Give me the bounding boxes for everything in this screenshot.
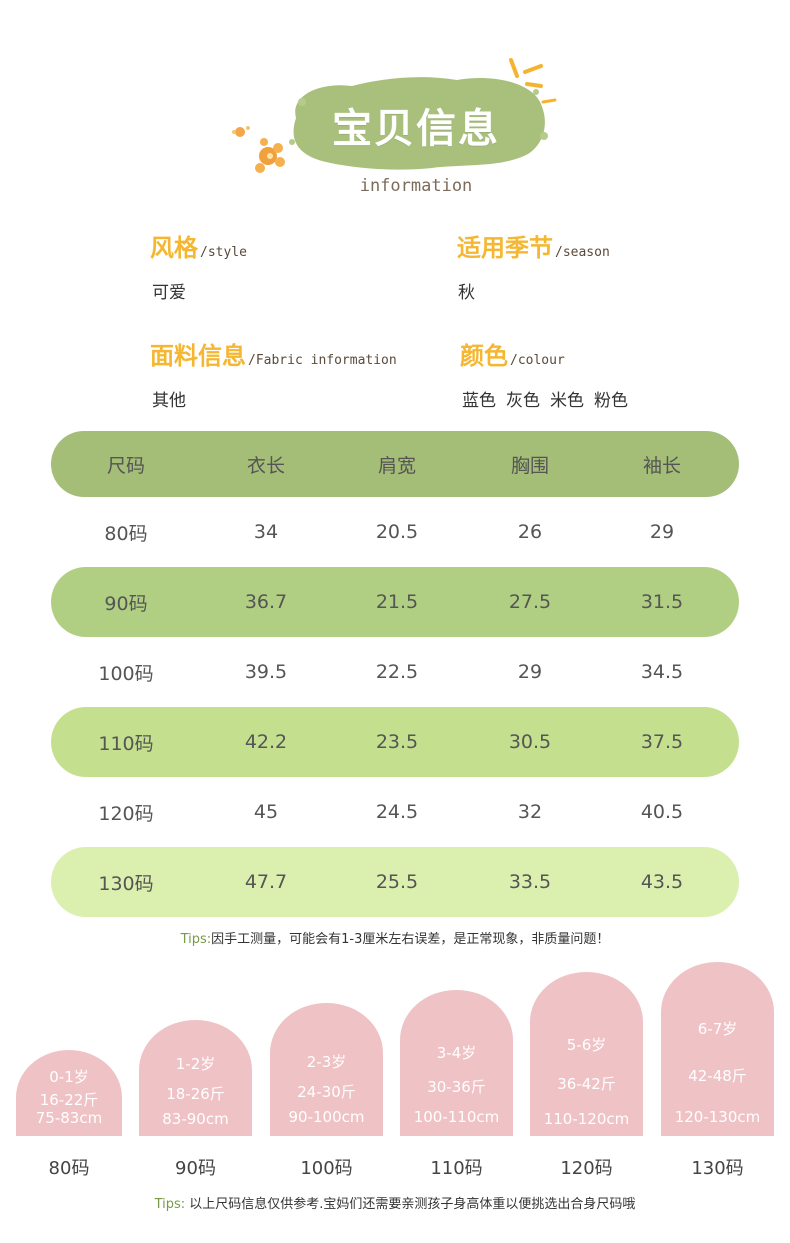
card-height: 90-100cm	[288, 1108, 365, 1126]
tip-text: 以上尺码信息仅供参考.宝妈们还需要亲测孩子身高体重以便挑选出合身尺码哦	[189, 1197, 636, 1212]
table-row: 110码 42.2 23.5 30.5 37.5	[51, 707, 739, 777]
card-size-label: 90码	[175, 1158, 216, 1179]
card-weight: 24-30斤	[297, 1083, 356, 1101]
cell-shoulder: 23.5	[375, 731, 419, 753]
table-row: 80码 34 20.5 26 29	[51, 497, 739, 567]
season-value: 秋	[458, 283, 475, 303]
header-sleeve: 袖长	[642, 454, 681, 477]
age-card: 5-6岁 36-42斤 110-120cm	[530, 972, 643, 1136]
card-weight: 42-48斤	[688, 1067, 747, 1085]
size-table: 尺码 衣长 肩宽 胸围 袖长 80码 34 20.5 26 29 90码 36.…	[51, 431, 739, 917]
card-height: 100-110cm	[413, 1108, 500, 1126]
cell-shoulder: 22.5	[375, 661, 419, 683]
card-height: 120-130cm	[674, 1108, 761, 1126]
cell-size: 90码	[104, 592, 148, 615]
cell-sleeve: 37.5	[640, 731, 684, 753]
cell-sleeve: 43.5	[640, 871, 684, 893]
season-label: 适用季节/season	[457, 234, 610, 262]
colour-option: 灰色	[506, 391, 540, 411]
card-size-label: 120码	[560, 1158, 613, 1179]
cell-size: 130码	[98, 872, 154, 895]
card-weight: 16-22斤	[39, 1091, 99, 1109]
age-card: 3-4岁 30-36斤 100-110cm	[400, 990, 513, 1136]
colour-option: 蓝色	[462, 391, 496, 411]
page-title: 宝贝信息	[332, 106, 500, 152]
header-shoulder: 肩宽	[377, 454, 416, 477]
age-card: 2-3岁 24-30斤 90-100cm	[270, 1003, 383, 1136]
colour-values: 蓝色 灰色 米色 粉色	[462, 386, 638, 411]
table-row: 120码 45 24.5 32 40.5	[51, 777, 739, 847]
fabric-label: 面料信息/Fabric information	[150, 342, 397, 370]
cell-chest: 32	[517, 801, 543, 823]
cell-length: 42.2	[244, 731, 288, 753]
cell-chest: 29	[517, 661, 543, 683]
cell-length: 47.7	[244, 871, 288, 893]
size-reference-tip: Tips: 以上尺码信息仅供参考.宝妈们还需要亲测孩子身高体重以便挑选出合身尺码…	[0, 1193, 790, 1212]
title-brush-blob	[289, 77, 548, 170]
cell-shoulder: 20.5	[375, 521, 419, 543]
card-weight: 18-26斤	[166, 1085, 225, 1103]
cell-length: 36.7	[244, 591, 288, 613]
cell-sleeve: 29	[649, 521, 675, 543]
card-age: 6-7岁	[697, 1020, 738, 1038]
table-header-row: 尺码 衣长 肩宽 胸围 袖长	[51, 431, 739, 497]
cell-size: 110码	[98, 732, 154, 755]
tip-prefix: Tips:	[154, 1197, 186, 1212]
header-chest: 胸围	[510, 454, 549, 477]
tip-prefix: Tips:	[180, 932, 212, 947]
cell-shoulder: 24.5	[375, 801, 419, 823]
sparkle-icon	[509, 58, 557, 104]
colour-option: 米色	[550, 391, 584, 411]
age-card: 6-7岁 42-48斤 120-130cm	[661, 962, 774, 1136]
card-age: 0-1岁	[49, 1068, 89, 1086]
age-card: 1-2岁 18-26斤 83-90cm	[139, 1020, 252, 1136]
tip-text: 因手工测量，可能会有1-3厘米左右误差，是正常现象，非质量问题！	[211, 932, 610, 947]
table-row: 90码 36.7 21.5 27.5 31.5	[51, 567, 739, 637]
card-size-label: 80码	[48, 1158, 90, 1179]
card-age: 1-2岁	[175, 1055, 216, 1073]
cell-chest: 26	[517, 521, 543, 543]
cell-chest: 27.5	[508, 591, 552, 613]
colour-option: 粉色	[594, 391, 628, 411]
header-length: 衣长	[246, 454, 285, 477]
card-age: 3-4岁	[436, 1044, 477, 1062]
cell-sleeve: 34.5	[640, 661, 684, 683]
page-subtitle: information	[359, 176, 473, 196]
card-weight: 36-42斤	[557, 1075, 616, 1093]
cell-chest: 33.5	[508, 871, 552, 893]
cell-size: 100码	[98, 662, 154, 685]
flower-icon	[232, 126, 285, 173]
style-label: 风格/style	[150, 234, 247, 262]
cell-length: 34	[253, 521, 279, 543]
header-size: 尺码	[106, 454, 145, 477]
card-height: 83-90cm	[162, 1110, 229, 1128]
fabric-value: 其他	[152, 391, 186, 411]
table-row: 100码 39.5 22.5 29 34.5	[51, 637, 739, 707]
cell-shoulder: 21.5	[375, 591, 419, 613]
cell-length: 45	[253, 801, 279, 823]
cell-shoulder: 25.5	[375, 871, 419, 893]
card-size-label: 130码	[691, 1158, 744, 1179]
card-age: 2-3岁	[306, 1053, 347, 1071]
colour-label: 颜色/colour	[460, 342, 565, 370]
card-weight: 30-36斤	[427, 1078, 486, 1096]
card-height: 110-120cm	[543, 1110, 630, 1128]
cell-sleeve: 31.5	[640, 591, 684, 613]
card-height: 75-83cm	[35, 1109, 103, 1127]
cell-length: 39.5	[244, 661, 288, 683]
card-age: 5-6岁	[566, 1036, 607, 1054]
cell-size: 80码	[104, 522, 148, 545]
cell-sleeve: 40.5	[640, 801, 684, 823]
age-card: 0-1岁 16-22斤 75-83cm	[16, 1050, 122, 1136]
style-value: 可爱	[152, 283, 186, 303]
measurement-tip: Tips:因手工测量，可能会有1-3厘米左右误差，是正常现象，非质量问题！	[0, 928, 790, 947]
cell-size: 120码	[98, 802, 154, 825]
table-row: 130码 47.7 25.5 33.5 43.5	[51, 847, 739, 917]
card-size-label: 100码	[300, 1158, 353, 1179]
cell-chest: 30.5	[508, 731, 552, 753]
card-size-label: 110码	[430, 1158, 483, 1179]
